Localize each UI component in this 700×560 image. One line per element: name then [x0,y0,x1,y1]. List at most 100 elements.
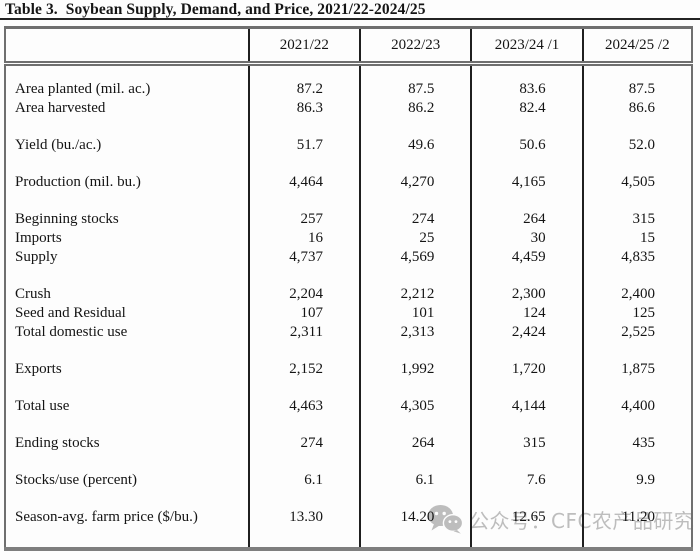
spacer-cell [247,452,361,471]
value-cell: 4,165 [470,172,583,192]
value-cell: 12.65 [470,507,583,527]
value-cell: 274 [247,433,361,453]
spacer-cell [470,489,583,508]
spacer-cell [5,416,249,434]
value-cell: 257 [247,209,361,229]
value-cell: 30 [470,228,583,248]
value-cell: 2,300 [470,284,583,304]
spacer-row [5,191,692,210]
title-underline [0,18,700,20]
value-cell: 435 [581,433,692,453]
value-cell: 13.30 [247,507,361,527]
spacer-cell [5,192,249,210]
value-cell: 50.6 [470,135,583,155]
row-label: Imports [15,229,62,246]
value-cell: 4,569 [359,247,472,267]
value-cell: 14.20 [359,507,472,527]
value-cell: 125 [581,303,692,323]
value-cell: 49.6 [359,135,472,155]
value-cell: 87.2 [247,79,361,99]
value-cell: 264 [359,433,472,453]
value-cell: 4,400 [581,396,692,416]
row-label: Total use [15,397,70,414]
spacer-row [5,117,692,136]
spacer-cell [470,117,583,136]
value-cell: 83.6 [470,79,583,99]
spacer-cell [359,526,472,549]
value-cell: 4,459 [470,247,583,267]
value-cell: 2,400 [581,284,692,304]
table-row: Beginning stocks 257 274 264 315 [5,209,692,229]
spacer-cell [581,378,692,397]
value-cell: 2,525 [581,322,692,342]
row-label: Area harvested [15,99,106,116]
value-cell: 315 [581,209,692,229]
spacer-cell [581,63,692,80]
value-cell: 15 [581,228,692,248]
spacer-cell [359,415,472,434]
spacer-cell [247,154,361,173]
spacer-cell [581,489,692,508]
column-header: 2023/24 /1 [470,27,583,66]
table-row: Seed and Residual 107 101 124 125 [5,303,692,323]
value-cell: 4,505 [581,172,692,192]
value-cell: 2,152 [247,359,361,379]
table-bottom-padding-row [5,526,692,549]
spacer-cell [247,341,361,360]
spacer-row [5,378,692,397]
value-cell: 6.1 [359,470,472,490]
spacer-cell [359,378,472,397]
table-row: Yield (bu./ac.) 51.7 49.6 50.6 52.0 [5,135,692,155]
table-row: Ending stocks 274 264 315 435 [5,433,692,453]
value-cell: 86.6 [581,98,692,118]
value-cell: 52.0 [581,135,692,155]
value-cell: 2,212 [359,284,472,304]
table-row: Season-avg. farm price ($/bu.) 13.30 14.20… [5,507,692,527]
spacer-cell [470,452,583,471]
spacer-cell [470,63,583,80]
spacer-cell [247,415,361,434]
value-cell: 4,463 [247,396,361,416]
value-cell: 86.2 [359,98,472,118]
spacer-cell [470,154,583,173]
spacer-cell [5,379,249,397]
table-title: Table 3. Soybean Supply, Demand, and Pri… [5,1,426,18]
value-cell: 4,835 [581,247,692,267]
row-label: Yield (bu./ac.) [15,136,102,153]
spacer-cell [581,415,692,434]
value-cell: 1,875 [581,359,692,379]
spacer-cell [470,415,583,434]
header-blank-cell [5,27,249,66]
value-cell: 86.3 [247,98,361,118]
spacer-cell [470,378,583,397]
value-cell: 51.7 [247,135,361,155]
value-cell: 11.20 [581,507,692,527]
value-cell: 82.4 [470,98,583,118]
table-row: Stocks/use (percent) 6.1 6.1 7.6 9.9 [5,470,692,490]
table-row: Crush 2,204 2,212 2,300 2,400 [5,284,692,304]
column-header: 2022/23 [359,27,472,66]
value-cell: 1,992 [359,359,472,379]
table-row: Total use 4,463 4,305 4,144 4,400 [5,396,692,416]
spacer-cell [581,191,692,210]
spacer-cell [5,267,249,285]
value-cell: 2,424 [470,322,583,342]
table-row: Imports 16 25 30 15 [5,228,692,248]
value-cell: 9.9 [581,470,692,490]
spacer-row [5,489,692,508]
table-row: Production (mil. bu.) 4,464 4,270 4,165 4,50… [5,172,692,192]
spacer-cell [359,63,472,80]
spacer-cell [5,453,249,471]
spacer-cell [581,117,692,136]
table-top-padding-row [5,63,692,80]
spacer-cell [5,118,249,136]
spacer-cell [5,342,249,360]
spacer-cell [359,452,472,471]
table-row: Exports 2,152 1,992 1,720 1,875 [5,359,692,379]
spacer-cell [5,64,249,80]
spacer-cell [359,266,472,285]
value-cell: 2,204 [247,284,361,304]
spacer-cell [5,155,249,173]
value-cell: 2,313 [359,322,472,342]
